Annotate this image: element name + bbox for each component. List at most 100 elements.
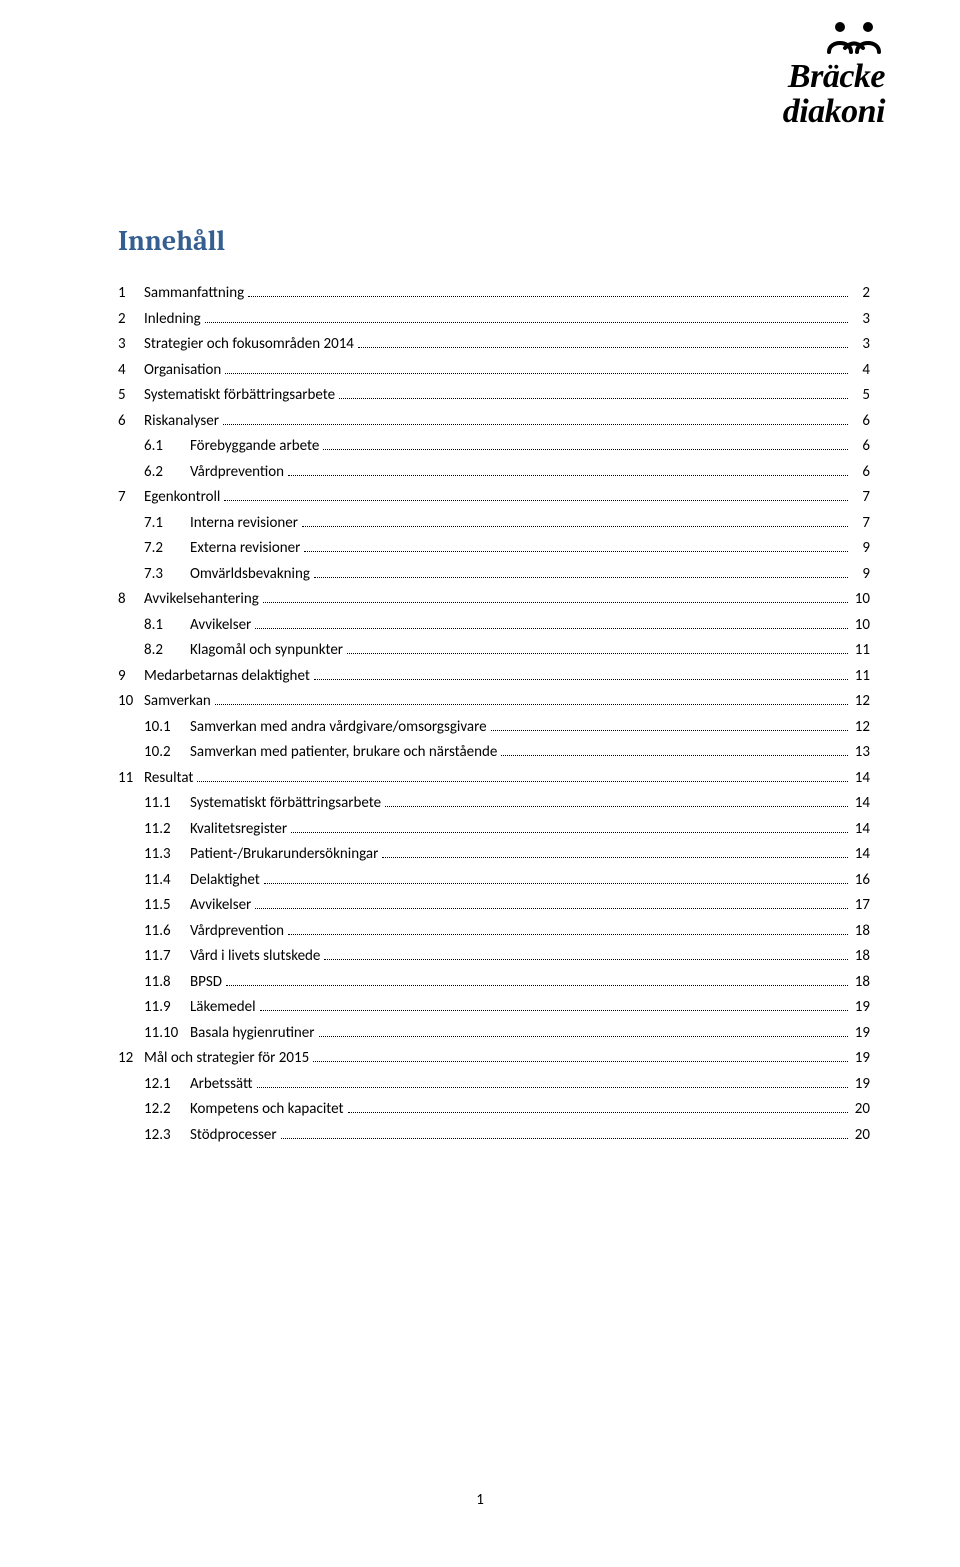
toc-entry-dots bbox=[224, 489, 848, 501]
toc-entry[interactable]: 9Medarbetarnas delaktighet11 bbox=[118, 664, 870, 690]
toc-entry[interactable]: 7.1Interna revisioner7 bbox=[118, 511, 870, 537]
toc-entry-dots bbox=[324, 948, 848, 960]
toc-entry-page: 11 bbox=[852, 638, 870, 664]
toc-entry-page: 17 bbox=[852, 893, 870, 919]
toc-entry-number: 11.5 bbox=[144, 893, 190, 919]
toc-entry-dots bbox=[314, 566, 848, 578]
toc-entry[interactable]: 8.1Avvikelser10 bbox=[118, 613, 870, 639]
toc-entry-label: Vårdprevention bbox=[190, 460, 284, 486]
toc-entry[interactable]: 6Riskanalyser6 bbox=[118, 409, 870, 435]
toc-entry-number: 8.1 bbox=[144, 613, 190, 639]
toc-entry-label: Systematiskt förbättringsarbete bbox=[190, 791, 381, 817]
toc-entry-page: 3 bbox=[852, 307, 870, 333]
toc-entry[interactable]: 12.1Arbetssätt19 bbox=[118, 1072, 870, 1098]
toc-entry-page: 9 bbox=[852, 562, 870, 588]
toc-entry-number: 6.1 bbox=[144, 434, 190, 460]
toc-entry[interactable]: 11.5Avvikelser 17 bbox=[118, 893, 870, 919]
toc-entry-number: 6.2 bbox=[144, 460, 190, 486]
toc-entry[interactable]: 7Egenkontroll7 bbox=[118, 485, 870, 511]
toc-entry-page: 7 bbox=[852, 485, 870, 511]
toc-entry-number: 3 bbox=[118, 332, 144, 358]
toc-entry-number: 11.7 bbox=[144, 944, 190, 970]
toc-entry-dots bbox=[215, 693, 848, 705]
toc-entry-page: 19 bbox=[852, 1072, 870, 1098]
toc-entry-page: 19 bbox=[852, 1046, 870, 1072]
toc-entry[interactable]: 10.2Samverkan med patienter, brukare och… bbox=[118, 740, 870, 766]
toc-entry-dots bbox=[347, 642, 848, 654]
toc-entry-page: 14 bbox=[852, 791, 870, 817]
toc-entry[interactable]: 3Strategier och fokusområden 20143 bbox=[118, 332, 870, 358]
toc-entry-number: 8.2 bbox=[144, 638, 190, 664]
toc-entry[interactable]: 11.10Basala hygienrutiner19 bbox=[118, 1021, 870, 1047]
toc-entry-label: Systematiskt förbättringsarbete bbox=[144, 383, 335, 409]
toc-entry-page: 12 bbox=[852, 715, 870, 741]
toc-entry-page: 3 bbox=[852, 332, 870, 358]
toc-entry[interactable]: 10Samverkan 12 bbox=[118, 689, 870, 715]
toc-entry-page: 18 bbox=[852, 919, 870, 945]
toc-entry-label: Interna revisioner bbox=[190, 511, 298, 537]
toc-entry-label: Avvikelser bbox=[190, 893, 251, 919]
toc-entry-dots bbox=[223, 413, 848, 425]
toc-entry[interactable]: 6.1Förebyggande arbete6 bbox=[118, 434, 870, 460]
table-of-contents: 1Sammanfattning22Inledning33Strategier o… bbox=[118, 281, 870, 1148]
toc-entry-number: 11.3 bbox=[144, 842, 190, 868]
toc-entry[interactable]: 7.2Externa revisioner9 bbox=[118, 536, 870, 562]
toc-entry[interactable]: 12Mål och strategier för 201519 bbox=[118, 1046, 870, 1072]
toc-entry[interactable]: 7.3Omvärldsbevakning9 bbox=[118, 562, 870, 588]
toc-entry-page: 6 bbox=[852, 460, 870, 486]
toc-entry-label: Inledning bbox=[144, 307, 201, 333]
toc-entry[interactable]: 12.3Stödprocesser20 bbox=[118, 1123, 870, 1149]
toc-entry[interactable]: 2Inledning3 bbox=[118, 307, 870, 333]
toc-entry-label: Basala hygienrutiner bbox=[190, 1021, 315, 1047]
toc-entry[interactable]: 1Sammanfattning2 bbox=[118, 281, 870, 307]
toc-entry-page: 5 bbox=[852, 383, 870, 409]
toc-entry-label: Arbetssätt bbox=[190, 1072, 253, 1098]
toc-entry-number: 7.1 bbox=[144, 511, 190, 537]
toc-entry-dots bbox=[302, 515, 848, 527]
toc-entry-page: 13 bbox=[852, 740, 870, 766]
toc-entry[interactable]: 6.2Vårdprevention 6 bbox=[118, 460, 870, 486]
toc-entry[interactable]: 5Systematiskt förbättringsarbete5 bbox=[118, 383, 870, 409]
toc-entry[interactable]: 12.2Kompetens och kapacitet20 bbox=[118, 1097, 870, 1123]
toc-entry-label: Sammanfattning bbox=[144, 281, 244, 307]
toc-entry-label: Medarbetarnas delaktighet bbox=[144, 664, 310, 690]
toc-entry-page: 19 bbox=[852, 995, 870, 1021]
toc-entry[interactable]: 8.2Klagomål och synpunkter11 bbox=[118, 638, 870, 664]
toc-entry-label: Samverkan med andra vårdgivare/omsorgsgi… bbox=[190, 715, 487, 741]
toc-entry[interactable]: 11.6Vårdprevention18 bbox=[118, 919, 870, 945]
toc-entry-number: 12.3 bbox=[144, 1123, 190, 1149]
page-number: 1 bbox=[0, 1491, 960, 1509]
toc-entry-label: Externa revisioner bbox=[190, 536, 300, 562]
toc-entry-page: 12 bbox=[852, 689, 870, 715]
toc-entry-label: Riskanalyser bbox=[144, 409, 219, 435]
toc-entry-page: 14 bbox=[852, 817, 870, 843]
toc-entry[interactable]: 11Resultat14 bbox=[118, 766, 870, 792]
toc-entry[interactable]: 11.7Vård i livets slutskede18 bbox=[118, 944, 870, 970]
toc-entry-dots bbox=[257, 1076, 849, 1088]
toc-entry-number: 1 bbox=[118, 281, 144, 307]
toc-entry-number: 10 bbox=[118, 689, 144, 715]
toc-entry[interactable]: 8Avvikelsehantering10 bbox=[118, 587, 870, 613]
toc-entry-label: Stödprocesser bbox=[190, 1123, 277, 1149]
toc-entry[interactable]: 11.9Läkemedel19 bbox=[118, 995, 870, 1021]
toc-entry-dots bbox=[304, 540, 848, 552]
toc-entry-label: Samverkan bbox=[144, 689, 211, 715]
toc-entry[interactable]: 11.1Systematiskt förbättringsarbete14 bbox=[118, 791, 870, 817]
toc-entry-page: 14 bbox=[852, 842, 870, 868]
toc-entry-dots bbox=[323, 438, 848, 450]
toc-entry[interactable]: 11.3Patient-/Brukarundersökningar14 bbox=[118, 842, 870, 868]
logo-text: Bräcke diakoni bbox=[783, 60, 885, 129]
toc-entry-dots bbox=[382, 846, 848, 858]
toc-entry-label: Delaktighet bbox=[190, 868, 260, 894]
toc-entry-dots bbox=[264, 872, 848, 884]
toc-entry-number: 10.1 bbox=[144, 715, 190, 741]
toc-entry-dots bbox=[288, 923, 848, 935]
logo: Bräcke diakoni bbox=[783, 18, 885, 129]
toc-entry[interactable]: 4Organisation4 bbox=[118, 358, 870, 384]
toc-entry[interactable]: 10.1Samverkan med andra vårdgivare/omsor… bbox=[118, 715, 870, 741]
toc-entry-page: 10 bbox=[852, 587, 870, 613]
toc-entry[interactable]: 11.2Kvalitetsregister14 bbox=[118, 817, 870, 843]
toc-entry-dots bbox=[281, 1127, 848, 1139]
toc-entry[interactable]: 11.8BPSD18 bbox=[118, 970, 870, 996]
toc-entry[interactable]: 11.4Delaktighet16 bbox=[118, 868, 870, 894]
